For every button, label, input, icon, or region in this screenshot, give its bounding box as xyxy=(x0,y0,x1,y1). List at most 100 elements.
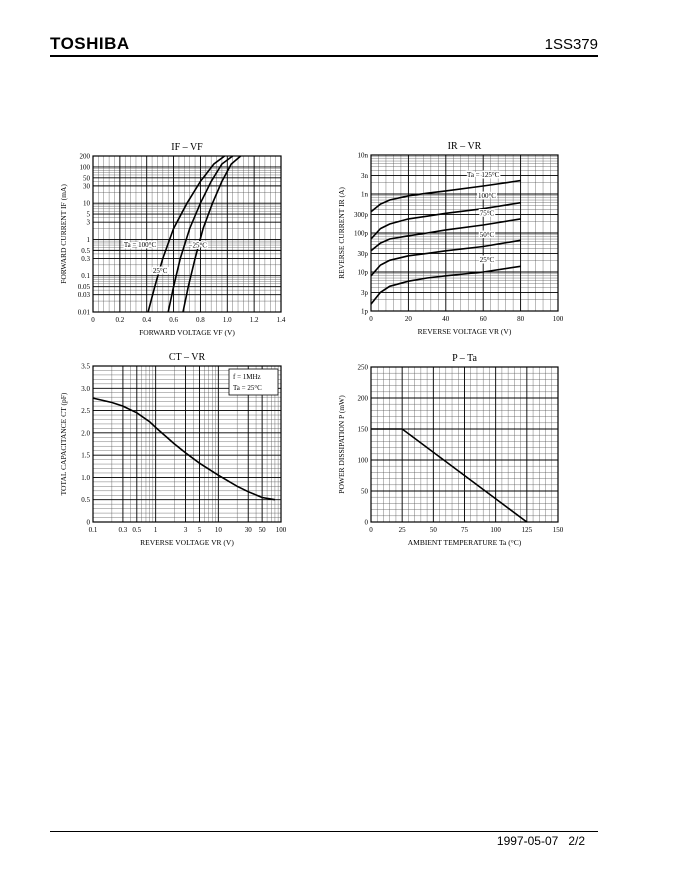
y-tick-label: 100 xyxy=(80,163,91,171)
x-axis-label: REVERSE VOLTAGE VR (V) xyxy=(140,538,234,547)
legend-frame xyxy=(228,368,279,396)
x-tick-label: 0.6 xyxy=(169,316,178,324)
y-tick-label: 100 xyxy=(358,457,369,465)
y-tick-label: 30p xyxy=(358,250,369,258)
header-rule xyxy=(50,55,598,57)
x-tick-label: 50 xyxy=(259,526,267,534)
x-tick-label: 20 xyxy=(405,315,413,323)
y-tick-label: 3n xyxy=(361,172,369,180)
plot-frame xyxy=(92,365,282,523)
x-tick-label: 0 xyxy=(369,315,373,323)
x-tick-label: 125 xyxy=(522,526,533,534)
series-line-2 xyxy=(370,201,521,240)
grid xyxy=(92,155,282,313)
y-tick-label: 200 xyxy=(358,395,369,403)
y-tick-label: 250 xyxy=(358,364,369,372)
series-line-1 xyxy=(147,155,226,313)
chart-title: IF – VF xyxy=(171,142,203,153)
y-tick-label: 0.03 xyxy=(78,291,91,299)
x-tick-label: 1.4 xyxy=(277,316,286,324)
y-axis-label: TOTAL CAPACITANCE CT (pF) xyxy=(59,392,68,495)
x-axis-label: REVERSE VOLTAGE VR (V) xyxy=(418,327,512,336)
series-line-3 xyxy=(182,155,242,313)
x-tick-label: 1 xyxy=(154,526,158,534)
x-tick-label: 0 xyxy=(91,316,95,324)
y-tick-label: 10n xyxy=(358,152,369,160)
x-tick-label: 0.3 xyxy=(119,526,128,534)
y-tick-label: 100p xyxy=(354,230,369,238)
grid xyxy=(370,154,559,312)
y-tick-label: 0 xyxy=(87,519,91,527)
legend-box: f = 1MHz Ta = 25°C xyxy=(228,368,279,396)
x-tick-label: 1.2 xyxy=(250,316,259,324)
x-tick-label: 3 xyxy=(184,526,188,534)
y-tick-label: 0 xyxy=(365,519,369,527)
x-tick-label: 5 xyxy=(198,526,202,534)
grid xyxy=(370,366,559,523)
y-tick-label: 0.5 xyxy=(81,247,90,255)
plot-frame xyxy=(370,154,559,312)
x-tick-label: 0.1 xyxy=(89,526,98,534)
x-tick-label: 75 xyxy=(461,526,469,534)
x-tick-label: 0.8 xyxy=(196,316,205,324)
series-annotation: 75°C xyxy=(480,210,495,218)
x-tick-label: 50 xyxy=(430,526,438,534)
x-axis-label: AMBIENT TEMPERATURE Ta (°C) xyxy=(408,538,522,547)
plot-frame xyxy=(92,155,282,313)
charts-canvas: 0 0.2 0.4 0.6 0.8 1.0 1.2 1.4 0.01 0.030.05 0.1 0.3… xyxy=(59,141,564,547)
y-tick-label: 3.5 xyxy=(81,363,90,371)
y-tick-label: 3p xyxy=(361,289,369,297)
brand-logo: TOSHIBA xyxy=(50,34,130,53)
legend-text: f = 1MHz xyxy=(233,373,261,381)
series-annotation: 25°C xyxy=(480,256,495,264)
chart-title: CT – VR xyxy=(169,352,206,363)
plot-frame xyxy=(370,366,559,523)
chart-4: 0 25 50 75 100 125 150 0 50 100 150 200 250 P – Ta AMB… xyxy=(337,353,564,547)
y-axis-label: POWER DISSIPATION P (mW) xyxy=(337,395,346,494)
y-tick-label: 1 xyxy=(87,236,91,244)
footer-page: 2/2 xyxy=(568,834,585,848)
y-tick-label: 300p xyxy=(354,211,369,219)
x-tick-label: 0 xyxy=(369,526,373,534)
x-tick-label: 30 xyxy=(245,526,253,534)
y-tick-label: 200 xyxy=(80,153,91,161)
series-annotation: 100°C xyxy=(478,192,496,200)
y-tick-label: 0.1 xyxy=(81,272,90,280)
y-tick-label: 1.0 xyxy=(81,474,90,482)
series-annotation: 25°C xyxy=(153,267,168,275)
y-tick-label: 0.01 xyxy=(78,309,91,317)
x-tick-label: 100 xyxy=(553,315,564,323)
y-tick-label: 0.05 xyxy=(78,283,91,291)
x-tick-label: 150 xyxy=(553,526,564,534)
x-tick-label: 0.5 xyxy=(132,526,141,534)
y-tick-label: 150 xyxy=(358,426,369,434)
series-line-1 xyxy=(371,428,528,523)
y-tick-label: 50 xyxy=(361,488,369,496)
series-line-1 xyxy=(370,179,521,213)
y-tick-label: 10p xyxy=(358,269,369,277)
series-annotation: Ta = 125°C xyxy=(467,171,500,179)
chart-3: 0.1 0.3 0.5 1 3 5 10 30 50 100 0 0.5 1.0 1.5 2.0 2.5 3.0… xyxy=(59,352,287,547)
y-tick-label: 10 xyxy=(83,200,91,208)
x-tick-label: 0.2 xyxy=(115,316,124,324)
x-tick-label: 25 xyxy=(399,526,407,534)
footer-text: 1997-05-07 2/2 xyxy=(497,834,585,848)
chart-2: 0 20 40 60 80 100 1p 3p 10p 30p 100p 300p 1n 3n 10n IR … xyxy=(337,141,564,336)
series-annotation: Ta = 100°C xyxy=(124,241,157,249)
footer-rule xyxy=(50,831,598,832)
y-tick-label: 3.0 xyxy=(81,385,90,393)
x-tick-label: 60 xyxy=(480,315,488,323)
part-number: 1SS379 xyxy=(544,36,598,53)
x-tick-label: 80 xyxy=(517,315,525,323)
chart-title: P – Ta xyxy=(452,353,477,364)
y-tick-label: 5 xyxy=(87,211,91,219)
y-tick-label: 3 xyxy=(87,219,91,227)
y-tick-label: 50 xyxy=(83,174,91,182)
x-tick-label: 100 xyxy=(276,526,287,534)
y-tick-label: 0.3 xyxy=(81,255,90,263)
x-tick-label: 0.4 xyxy=(142,316,151,324)
x-tick-label: 10 xyxy=(215,526,223,534)
y-tick-label: 0.5 xyxy=(81,496,90,504)
series-line-2 xyxy=(167,155,234,313)
series-line-3 xyxy=(370,218,521,252)
